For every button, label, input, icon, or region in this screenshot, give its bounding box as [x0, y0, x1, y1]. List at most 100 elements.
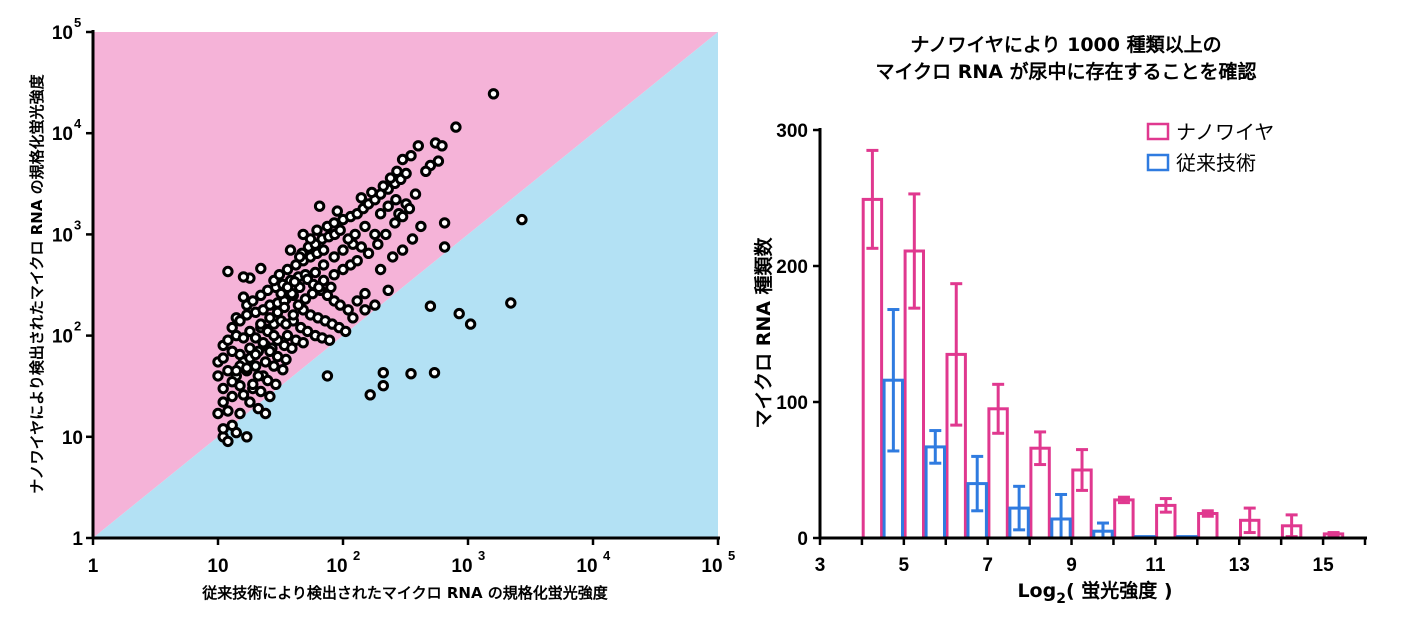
bar-x-axis-label: Log2( 蛍光強度 ): [1017, 579, 1172, 607]
scatter-point: [234, 380, 246, 392]
scatter-point: [212, 370, 224, 382]
scatter-point: [328, 269, 340, 281]
scatter-point: [237, 332, 250, 344]
scatter-point: [249, 360, 262, 372]
scatter-point: [396, 153, 409, 166]
bar-axes: [813, 128, 1367, 545]
scatter-point: [382, 284, 394, 296]
scatter-point: [339, 325, 352, 338]
bar-chart: ナノワイヤにより 1000 種類以上の マイクロ RNA が尿中に存在することを…: [752, 34, 1367, 607]
bar-x-axis-label-rest: ( 蛍光強度 ): [1066, 579, 1173, 602]
scatter-point: [382, 200, 394, 212]
scatter-point: [372, 238, 384, 250]
scatter-x-axis-label: 従来技術により検出されたマイクロ RNA の規格化蛍光強度: [201, 584, 609, 602]
scatter-point: [384, 172, 397, 184]
bar-x-axis-label-subscript: 2: [1056, 591, 1066, 607]
scatter-point: [286, 342, 298, 354]
scatter-point: [270, 378, 282, 390]
scatter-point: [281, 329, 294, 342]
scatter-point: [355, 192, 367, 204]
scatter-point: [351, 295, 363, 307]
scatter-y-axis-label: ナノワイヤにより検出されたマイクロ RNA の規格化蛍光強度: [28, 73, 46, 493]
scatter-point: [222, 334, 234, 346]
scatter-point: [247, 295, 259, 307]
scatter-point: [277, 364, 289, 376]
scatter-point: [255, 262, 267, 275]
bar-y-tick-label: 0: [797, 529, 808, 550]
scatter-point: [325, 281, 337, 293]
scatter-y-tick-label: 1: [72, 529, 83, 550]
scatter-point: [450, 121, 462, 133]
scatter-point: [217, 423, 229, 435]
bar-nanowire: [1113, 498, 1135, 540]
scatter-x-tick-label: 10: [701, 556, 722, 577]
scatter-point: [247, 378, 259, 390]
scatter-point: [355, 241, 367, 253]
scatter-point: [226, 390, 238, 403]
scatter-point: [313, 200, 326, 212]
bar-y-tick-label: 100: [776, 393, 808, 414]
scatter-x-tick-label: 10: [207, 556, 228, 577]
bar-x-tick-label: 15: [1313, 555, 1335, 576]
scatter-point: [412, 140, 424, 152]
scatter-point: [234, 315, 246, 327]
scatter-point: [432, 155, 445, 167]
scatter-point: [273, 269, 286, 281]
conventional-higher-region: [93, 32, 718, 538]
scatter-point: [311, 224, 323, 236]
scatter-y-tick-exponent: 5: [74, 15, 81, 30]
scatter-point: [249, 332, 262, 344]
scatter-point: [212, 407, 224, 420]
scatter-x-tick-label: 10: [326, 556, 347, 577]
bar-x-tick-label: 9: [1066, 555, 1077, 576]
scatter-x-tick-exponent: 2: [353, 548, 360, 563]
scatter-point: [259, 356, 272, 368]
scatter-point: [406, 233, 419, 245]
scatter-point: [257, 337, 269, 349]
scatter-point: [351, 255, 363, 267]
scatter-point: [420, 165, 432, 178]
scatter-point: [287, 309, 299, 321]
scatter-point: [275, 287, 287, 300]
bar-y-tick-labels: 0 100 200 300: [776, 121, 808, 550]
legend-label-nanowire: ナノワイヤ: [1176, 120, 1274, 144]
scatter-point: [438, 217, 451, 229]
bar-x-tick-label: 11: [1145, 555, 1166, 576]
bar-marks: [861, 148, 1345, 540]
scatter-point: [217, 382, 229, 395]
scatter-point: [387, 251, 399, 263]
scatter-point: [222, 405, 234, 417]
scatter-point: [252, 402, 264, 415]
scatter-point: [292, 299, 305, 311]
scatter-point: [359, 220, 371, 233]
scatter-point: [403, 202, 416, 215]
scatter-point: [299, 293, 312, 305]
scatter-point: [334, 299, 346, 311]
scatter-point: [377, 367, 389, 379]
scatter-point: [317, 244, 330, 256]
scatter-point: [516, 213, 528, 226]
scatter-y-tick-label: 10: [52, 124, 73, 145]
scatter-point: [244, 396, 256, 408]
scatter-x-tick-label: 10: [576, 556, 597, 577]
scatter-point: [280, 318, 292, 330]
scatter-x-tick-exponent: 5: [728, 548, 735, 563]
scatter-x-tick-exponent: 4: [603, 548, 611, 563]
scatter-point: [369, 228, 381, 241]
scatter-point: [281, 281, 294, 293]
scatter-point: [241, 431, 253, 443]
scatter-x-tick-label: 10: [451, 556, 472, 577]
scatter-point: [237, 271, 250, 283]
scatter-point: [268, 329, 280, 342]
scatter-point: [278, 301, 291, 314]
scatter-point: [252, 370, 264, 382]
scatter-point: [377, 380, 389, 392]
legend-swatch-nanowire: [1146, 122, 1170, 141]
scatter-point: [400, 167, 412, 180]
scatter-point: [464, 318, 477, 330]
scatter-point: [409, 188, 422, 200]
scatter-point: [297, 228, 309, 241]
scatter-point: [249, 348, 262, 361]
